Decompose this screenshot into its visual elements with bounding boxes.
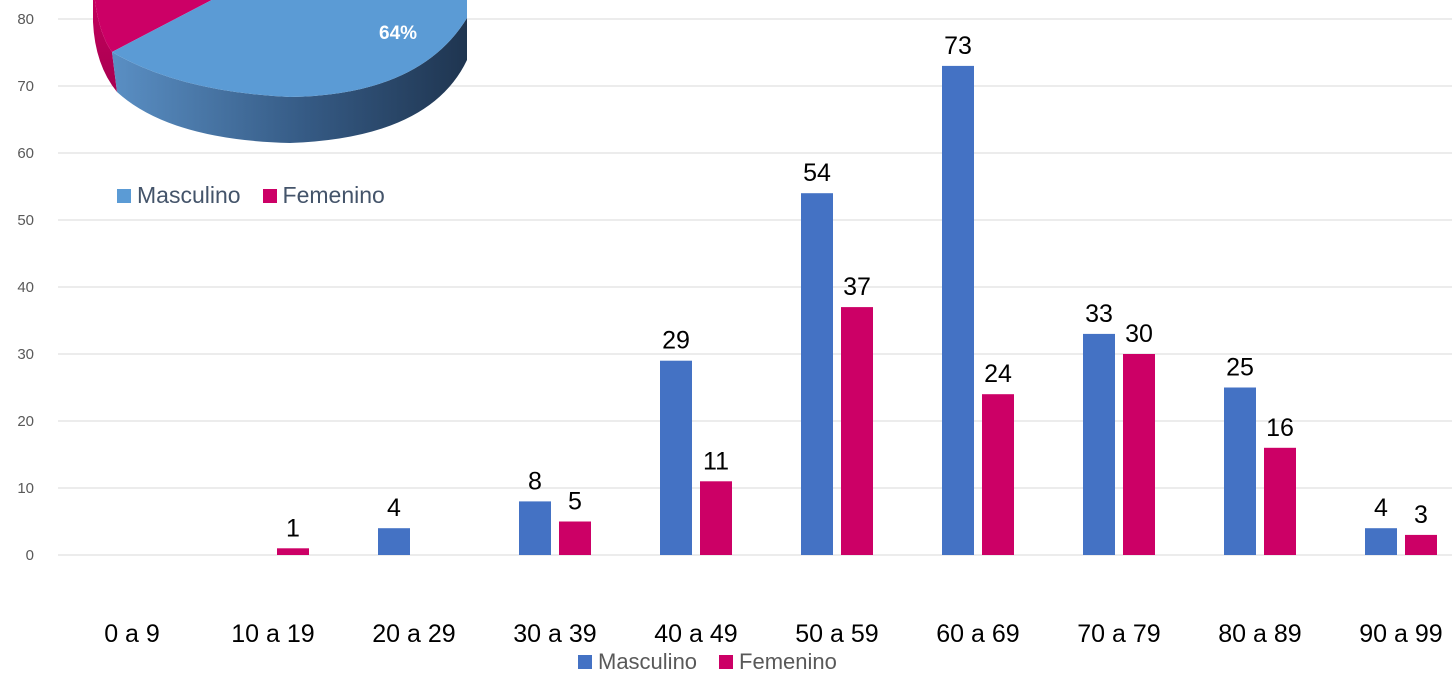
bar-femenino bbox=[841, 307, 873, 555]
bar-legend-label-femenino: Femenino bbox=[739, 649, 837, 674]
bar-masculino bbox=[519, 501, 551, 555]
pie-chart: 64% bbox=[93, 0, 467, 143]
data-label: 8 bbox=[528, 467, 542, 495]
pie-legend-label-masculino: Masculino bbox=[137, 182, 241, 208]
data-label: 5 bbox=[568, 488, 582, 516]
x-tick-label: 30 a 39 bbox=[513, 620, 596, 648]
pie-legend-swatch-femenino bbox=[262, 188, 277, 203]
data-label: 29 bbox=[662, 327, 690, 355]
bar-legend-swatch-femenino bbox=[719, 655, 734, 669]
y-tick-label: 60 bbox=[17, 145, 34, 162]
data-label: 30 bbox=[1125, 320, 1153, 348]
bar-femenino bbox=[277, 548, 309, 555]
pie-slice-label: 64% bbox=[379, 23, 417, 44]
pie-slice-femenino bbox=[94, 0, 212, 52]
bar-legend-label-masculino: Masculino bbox=[598, 649, 698, 674]
data-label: 25 bbox=[1226, 354, 1254, 382]
bar-legend-item-femenino: Femenino bbox=[719, 649, 837, 675]
x-tick-label: 70 a 79 bbox=[1077, 620, 1160, 648]
gridlines bbox=[58, 18, 1452, 556]
bar-femenino bbox=[1123, 354, 1155, 555]
pie-legend-item-masculino: Masculino bbox=[117, 182, 241, 209]
x-tick-label: 20 a 29 bbox=[372, 620, 455, 648]
data-label: 16 bbox=[1266, 414, 1294, 442]
bar-femenino bbox=[1405, 534, 1437, 555]
pie-legend-item-femenino: Femenino bbox=[262, 182, 385, 209]
bar-femenino bbox=[700, 481, 732, 555]
pie-legend-label-femenino: Femenino bbox=[282, 182, 385, 208]
x-tick-label: 0 a 9 bbox=[104, 620, 160, 648]
data-label: 24 bbox=[984, 360, 1012, 388]
bar-femenino bbox=[982, 394, 1014, 555]
data-label: 4 bbox=[1374, 494, 1388, 522]
data-label: 33 bbox=[1085, 300, 1113, 328]
y-tick-label: 10 bbox=[17, 480, 34, 497]
pie-side-masculino bbox=[112, 18, 467, 143]
bar-legend-swatch-masculino bbox=[578, 655, 592, 669]
bar-marks bbox=[277, 65, 1437, 556]
x-tick-label: 60 a 69 bbox=[936, 620, 1019, 648]
x-axis-ticks: 0 a 9 10 a 19 20 a 29 30 a 39 40 a 49 50 a 59… bbox=[104, 620, 1443, 648]
bar-masculino bbox=[378, 528, 410, 555]
y-axis-ticks: 0 10 20 30 40 50 60 70 80 bbox=[17, 11, 34, 564]
pie-legend: Masculino Femenino bbox=[117, 182, 385, 209]
bar-masculino bbox=[1083, 333, 1115, 555]
bar-legend-item-masculino: Masculino bbox=[578, 649, 697, 675]
bar-masculino bbox=[1365, 528, 1397, 555]
bar-femenino bbox=[1264, 447, 1296, 555]
data-label: 73 bbox=[944, 32, 972, 60]
y-tick-label: 50 bbox=[17, 212, 34, 229]
x-tick-label: 10 a 19 bbox=[231, 620, 314, 648]
data-label: 37 bbox=[843, 273, 871, 301]
bar-femenino bbox=[559, 521, 591, 555]
data-label: 54 bbox=[803, 159, 831, 187]
pie-legend-swatch-masculino bbox=[117, 188, 131, 203]
data-label: 1 bbox=[286, 514, 300, 542]
x-tick-label: 90 a 99 bbox=[1359, 620, 1442, 648]
data-label: 4 bbox=[387, 494, 401, 522]
x-tick-label: 40 a 49 bbox=[654, 620, 737, 648]
bar-masculino bbox=[942, 65, 974, 556]
x-tick-label: 80 a 89 bbox=[1218, 620, 1301, 648]
data-label: 11 bbox=[703, 447, 729, 475]
y-tick-label: 0 bbox=[26, 547, 34, 564]
pie-slice-masculino bbox=[112, 0, 467, 97]
pie-side-femenino bbox=[93, 0, 117, 92]
bar-masculino bbox=[1224, 387, 1256, 555]
bar-masculino bbox=[801, 193, 833, 555]
y-tick-label: 70 bbox=[17, 78, 34, 95]
y-tick-label: 40 bbox=[17, 279, 34, 296]
x-tick-label: 50 a 59 bbox=[795, 620, 878, 648]
y-tick-label: 30 bbox=[17, 346, 34, 363]
y-tick-label: 80 bbox=[17, 11, 34, 28]
y-tick-label: 20 bbox=[17, 413, 34, 430]
data-label: 3 bbox=[1414, 501, 1428, 529]
bar-legend: Masculino Femenino bbox=[578, 649, 837, 675]
bar-masculino bbox=[660, 360, 692, 555]
